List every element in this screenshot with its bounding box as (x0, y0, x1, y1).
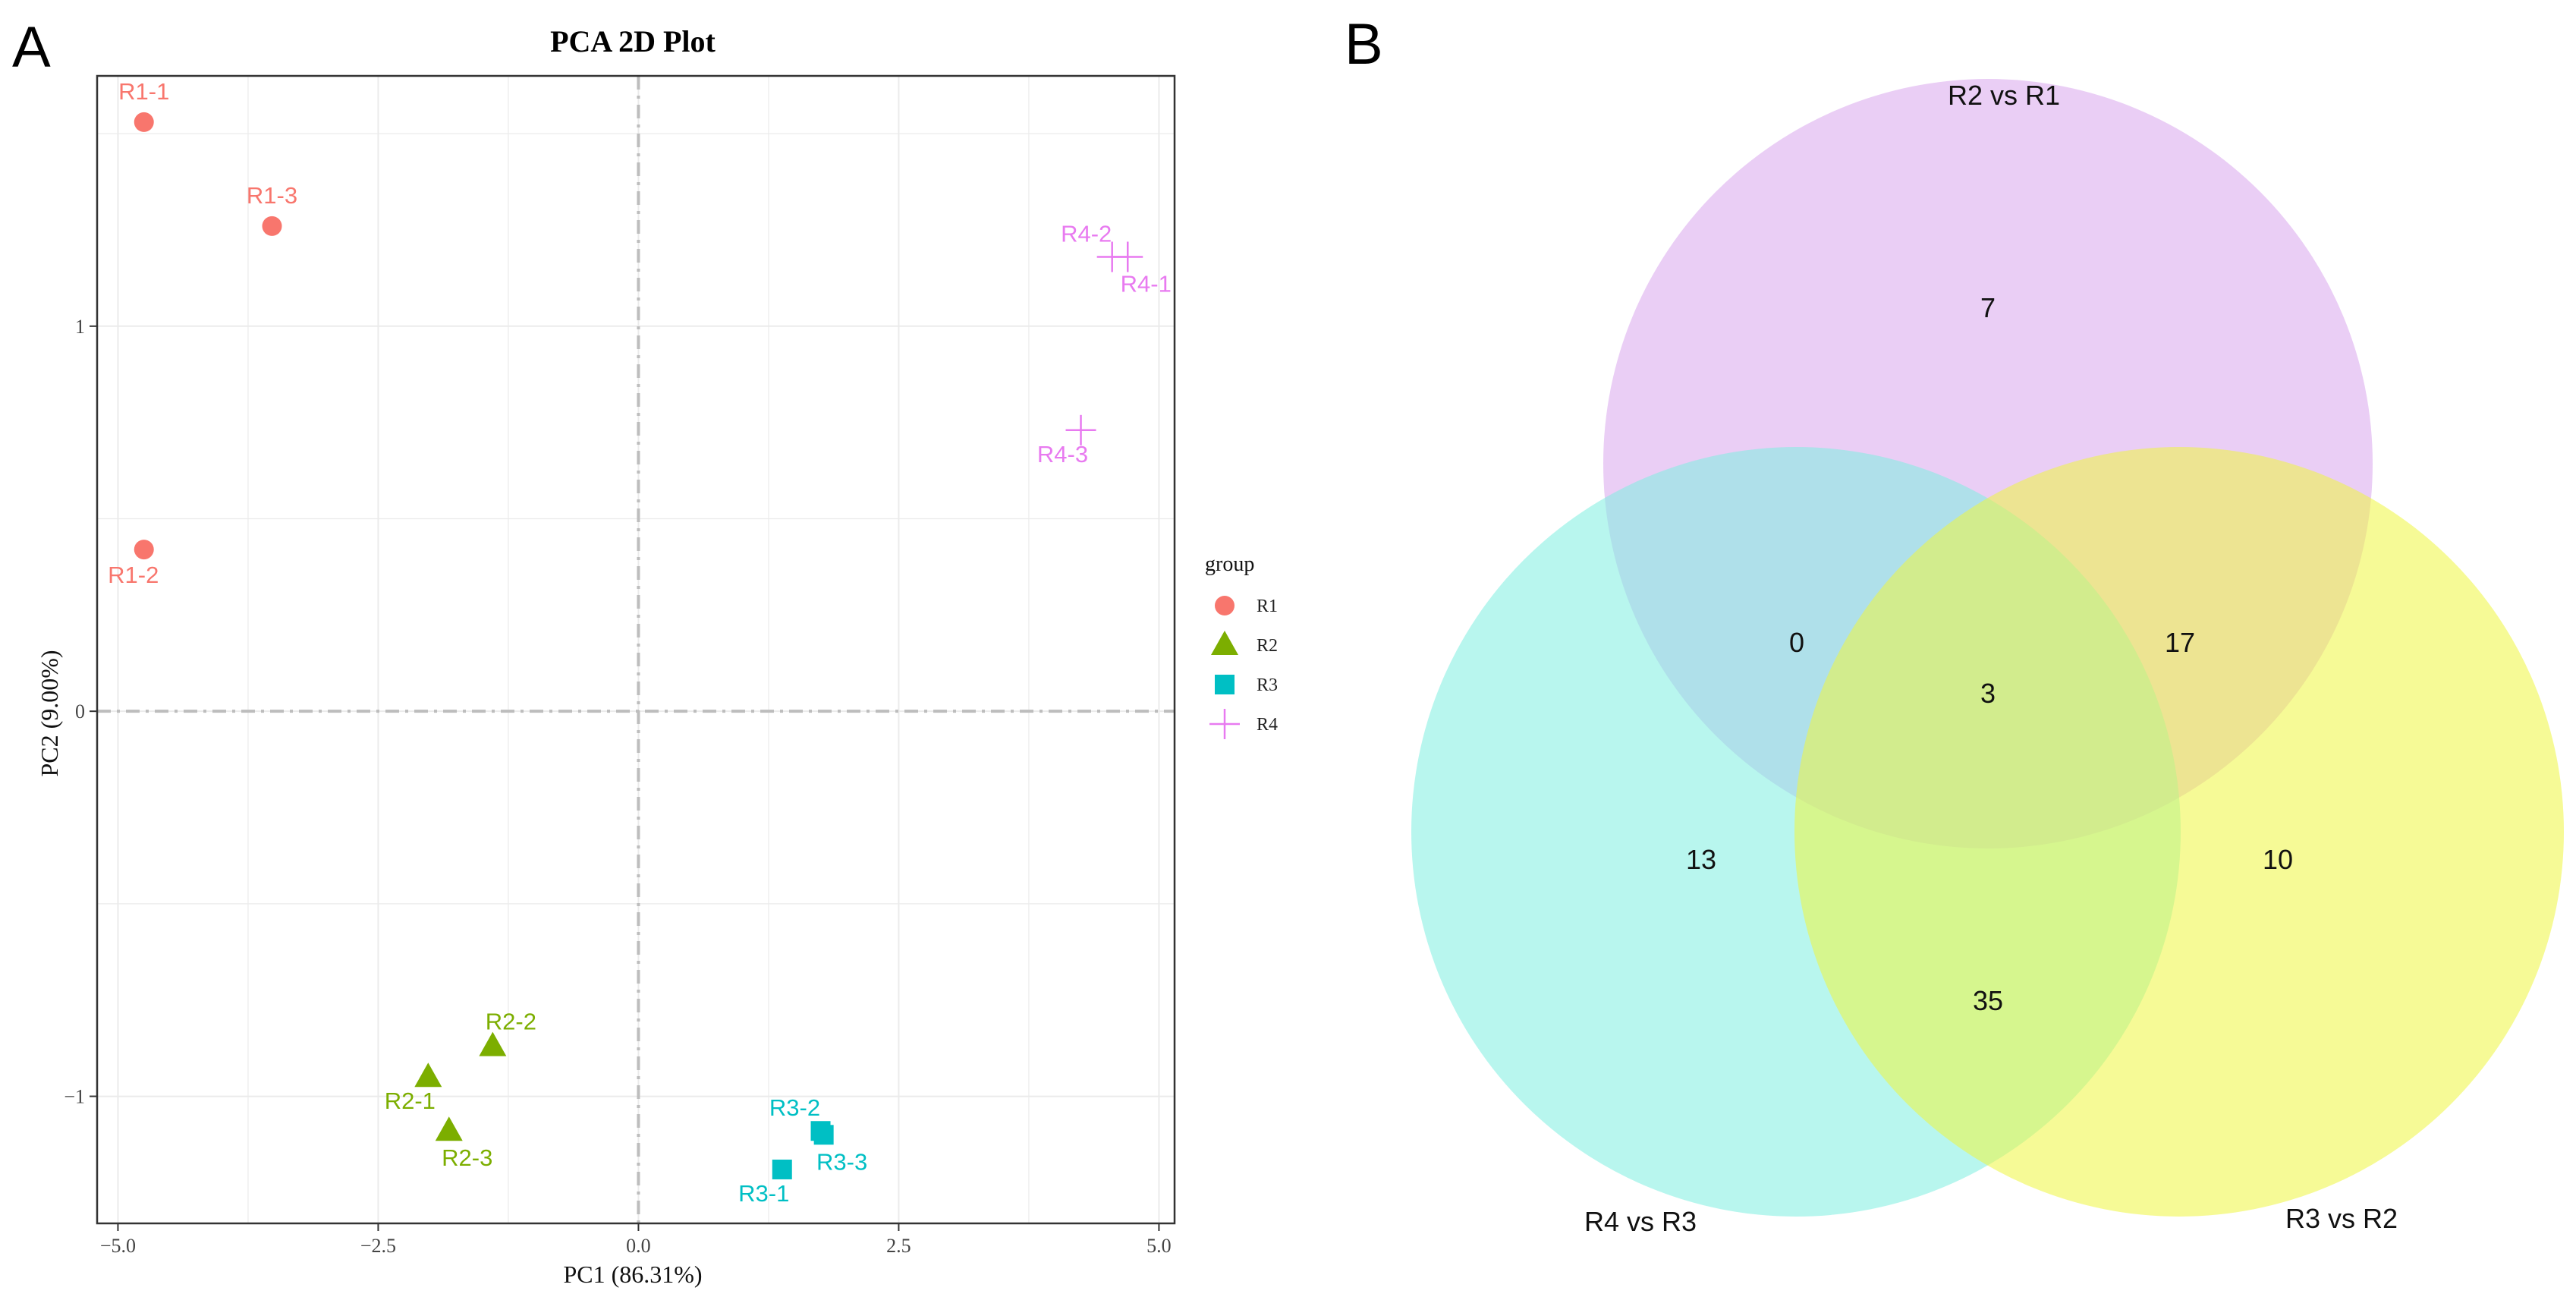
legend-label-r4: R4 (1257, 715, 1278, 735)
legend-key-r4 (1209, 709, 1240, 739)
x-tick-label: 5.0 (1146, 1235, 1172, 1257)
venn-set-label-r3-vs-r2: R3 vs R2 (2285, 1203, 2398, 1234)
venn-set-label-r4-vs-r3: R4 vs R3 (1584, 1206, 1697, 1237)
legend-key-r2 (1211, 631, 1238, 655)
pca-point-r1-3 (262, 216, 282, 236)
pca-zero-lines (97, 76, 1175, 1223)
pca-point-label-r3-2: R3-2 (769, 1094, 820, 1121)
pca-x-label: PC1 (86.31%) (563, 1261, 702, 1288)
pca-point-r1-1 (134, 112, 154, 132)
x-tick-label: 2.5 (886, 1235, 911, 1257)
venn-count-r2-r4: 0 (1789, 627, 1804, 658)
pca-grid (97, 76, 1175, 1223)
pca-point-r4-1 (1112, 241, 1143, 272)
venn-count-r2-r3: 17 (2165, 627, 2195, 658)
pca-title: PCA 2D Plot (550, 24, 716, 58)
pca-y-label: PC2 (9.00%) (36, 650, 63, 776)
venn-count-r3-only: 10 (2263, 844, 2293, 875)
venn-count-all: 3 (1980, 678, 1996, 709)
pca-point-label-r3-1: R3-1 (738, 1180, 789, 1207)
pca-point-r2-3 (435, 1116, 463, 1141)
pca-point-r4-3 (1065, 414, 1096, 445)
legend-label-r2: R2 (1257, 636, 1278, 656)
venn-count-r4-r3: 35 (1973, 985, 2003, 1016)
pca-point-label-r4-3: R4-3 (1037, 441, 1088, 467)
venn-count-r2-only: 7 (1980, 292, 1996, 323)
pca-y-axis: −1 0 1 (64, 316, 97, 1108)
legend-label-r1: R1 (1257, 597, 1278, 616)
pca-panel-border (96, 74, 1176, 1225)
y-tick-label: −1 (64, 1086, 85, 1108)
pca-point-label-r1-3: R1-3 (247, 182, 297, 209)
x-tick-label: −5.0 (100, 1235, 136, 1257)
pca-plot: −5.0 −2.5 0.0 2.5 5.0 −101 R1-1R1-3R1-2R2-2R… (36, 24, 1278, 1288)
pca-point-r1-2 (134, 540, 154, 560)
venn-set-label-r2-vs-r1: R2 vs R1 (1948, 80, 2060, 111)
pca-point-label-r4-1: R4-1 (1121, 270, 1172, 297)
pca-point-label-r2-1: R2-1 (385, 1088, 436, 1114)
legend-label-r3: R3 (1257, 675, 1278, 695)
venn-count-r4-only: 13 (1686, 844, 1716, 875)
pca-point-label-r2-2: R2-2 (486, 1009, 536, 1035)
x-tick-label: 0.0 (626, 1235, 651, 1257)
pca-points (134, 112, 1143, 1179)
pca-point-r2-1 (414, 1062, 442, 1088)
pca-x-axis: −5.0 −2.5 0.0 2.5 5.0 (100, 1223, 1172, 1257)
pca-point-r3-1 (772, 1159, 792, 1179)
pca-point-label-r3-3: R3-3 (816, 1148, 867, 1175)
y-tick-label: 0 (75, 700, 85, 722)
pca-point-label-r4-2: R4-2 (1061, 220, 1112, 247)
legend-title: group (1205, 552, 1254, 576)
legend-key-r3 (1215, 675, 1235, 694)
x-tick-label: −2.5 (360, 1235, 396, 1257)
panel-b-letter: B (1345, 12, 1383, 77)
venn-diagram: 7 13 10 0 17 35 3 R2 vs R1 R4 vs R3 R3 v… (1411, 79, 2564, 1237)
panel-a-letter: A (12, 15, 51, 80)
pca-point-labels: R1-1 R1-3 R1-2 R2-2 R2-1 R2-3 R3-2 R3-3 R3-1 R4-2… (108, 78, 1172, 1207)
y-tick-label: 1 (75, 316, 85, 338)
pca-point-label-r1-2: R1-2 (108, 562, 159, 588)
legend-key-r1 (1215, 596, 1235, 615)
pca-point-r3-3 (813, 1125, 834, 1145)
pca-point-label-r1-1: R1-1 (118, 78, 169, 105)
pca-legend: group R1 R2 R3 R4 (1205, 552, 1278, 739)
venn-circle-r3-vs-r2 (1794, 447, 2564, 1217)
pca-point-label-r2-3: R2-3 (442, 1144, 492, 1171)
pca-point-r2-2 (479, 1031, 507, 1056)
